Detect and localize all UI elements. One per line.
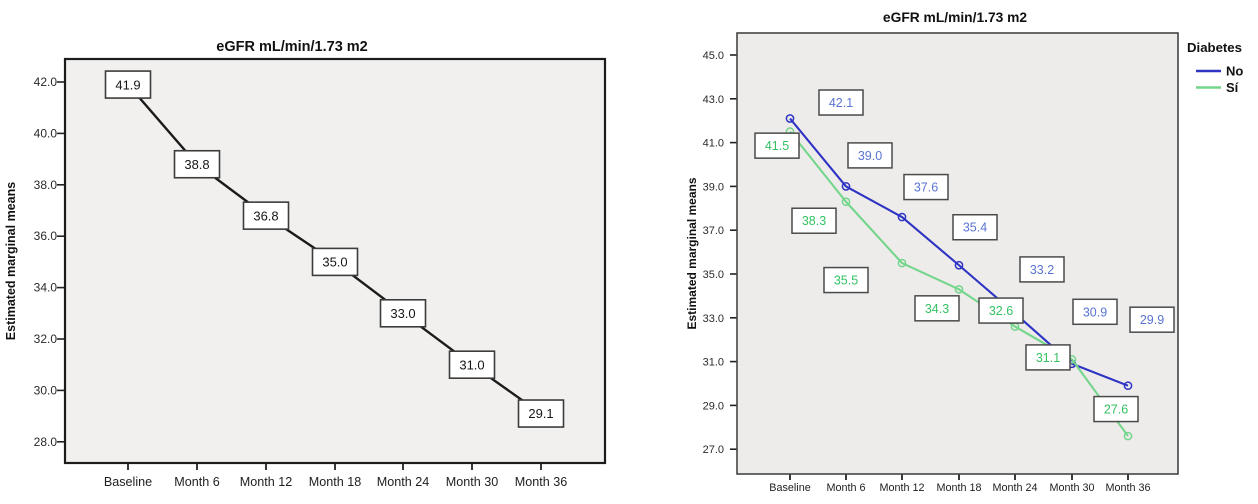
x-tick-label: Month 12 <box>240 475 293 489</box>
value-label-box <box>379 298 427 328</box>
y-tick-label: 35.0 <box>703 269 724 281</box>
data-point-marker <box>841 197 851 207</box>
value-label-box <box>791 207 837 234</box>
value-label-box <box>242 201 290 230</box>
y-tick-label: 38.0 <box>34 178 58 192</box>
data-point-marker <box>954 260 964 270</box>
value-label-box <box>823 266 869 294</box>
x-tick-label: Month 18 <box>309 475 362 489</box>
y-tick-label: 37.0 <box>703 225 724 237</box>
y-tick-label: 29.0 <box>703 400 724 412</box>
value-label: 32.6 <box>989 304 1013 318</box>
y-tick-label: 28.0 <box>34 435 58 449</box>
value-label-box <box>1072 298 1118 326</box>
value-label: 42.1 <box>829 96 853 110</box>
legend-title: Diabetes <box>1187 40 1242 55</box>
value-label-box <box>1093 395 1139 423</box>
x-tick-label: Month 36 <box>1105 482 1150 494</box>
value-label: 35.0 <box>322 255 347 270</box>
x-tick-label: Month 18 <box>936 482 981 494</box>
y-tick-label: 36.0 <box>34 229 58 243</box>
chart-title: eGFR mL/min/1.73 m2 <box>883 10 1027 25</box>
value-label: 33.0 <box>390 306 415 321</box>
value-label-box <box>978 297 1024 324</box>
data-point-marker <box>897 258 907 268</box>
value-label-box <box>104 70 152 99</box>
chart-by-diabetes: 27.0 29.0 31.0 33.0 35.0 37.0 39.0 41.0 43.0 45.0… <box>685 10 1243 494</box>
x-tick-label: Month 24 <box>992 482 1037 494</box>
plot-border <box>63 57 607 465</box>
y-tick-label: 41.0 <box>703 138 724 150</box>
value-label-box <box>1025 344 1071 371</box>
x-tick-label: Month 36 <box>515 475 568 489</box>
y-tick-label: 33.0 <box>703 313 724 325</box>
value-label-box <box>754 132 800 159</box>
x-tick-label: Month 6 <box>174 475 220 489</box>
chart-overall: 28.0 30.0 32.0 34.0 36.0 38.0 40.0 42.0 Baseline… <box>4 39 607 489</box>
y-tick-label: 27.0 <box>703 444 724 456</box>
value-label: 31.1 <box>1036 351 1060 365</box>
value-label: 38.8 <box>184 157 209 172</box>
value-label-box <box>448 350 496 380</box>
value-label: 33.2 <box>1030 263 1054 277</box>
value-label: 34.3 <box>925 302 949 316</box>
legend-entry-label: Sí <box>1226 80 1239 95</box>
y-tick-label: 32.0 <box>34 332 58 346</box>
value-label: 27.6 <box>1104 403 1128 417</box>
value-label-box <box>952 213 998 241</box>
y-tick-label: 42.0 <box>34 75 58 89</box>
value-label: 41.9 <box>115 77 140 92</box>
legend-entry-label: No <box>1226 64 1243 79</box>
plot-border <box>736 32 1179 475</box>
value-label-box <box>847 142 893 169</box>
y-axis-title: Estimated marginal means <box>4 182 18 340</box>
data-point-marker <box>954 284 964 294</box>
y-tick-label: 39.0 <box>703 181 724 193</box>
y-tick-label: 40.0 <box>34 126 58 140</box>
value-label: 29.1 <box>528 406 553 421</box>
value-label-box <box>517 399 565 428</box>
y-tick-label: 34.0 <box>34 281 58 295</box>
value-label: 29.9 <box>1140 313 1164 327</box>
value-label-box <box>1019 256 1065 283</box>
data-point-marker <box>841 182 851 191</box>
value-label: 35.5 <box>834 274 858 288</box>
value-label: 39.0 <box>858 149 882 163</box>
value-label: 36.8 <box>253 208 278 223</box>
value-label-box <box>173 149 221 179</box>
y-tick-label: 31.0 <box>703 357 724 369</box>
y-tick-label: 45.0 <box>703 50 724 62</box>
data-point-marker <box>897 212 907 222</box>
value-label-box <box>1129 306 1175 333</box>
value-label: 31.0 <box>459 357 484 372</box>
value-label: 41.5 <box>765 139 789 153</box>
series-line-1 <box>789 130 1129 437</box>
data-point-marker <box>785 114 795 123</box>
x-tick-label: Baseline <box>104 475 152 489</box>
x-tick-label: Month 30 <box>446 475 499 489</box>
value-label: 35.4 <box>963 221 987 235</box>
data-point-marker <box>1123 431 1133 441</box>
x-tick-label: Month 12 <box>879 482 924 494</box>
value-label-box <box>818 89 864 116</box>
x-tick-label: Month 30 <box>1049 482 1094 494</box>
value-label: 38.3 <box>802 214 826 228</box>
x-tick-label: Month 24 <box>377 475 430 489</box>
x-tick-label: Baseline <box>769 482 810 494</box>
x-tick-label: Month 6 <box>826 482 865 494</box>
value-label: 30.9 <box>1083 305 1107 319</box>
data-point-marker <box>1123 381 1133 391</box>
series-line-0 <box>789 117 1129 387</box>
chart-title: eGFR mL/min/1.73 m2 <box>216 39 368 55</box>
y-tick-label: 30.0 <box>34 383 58 397</box>
value-label-box <box>311 247 359 277</box>
value-label-box <box>914 295 960 322</box>
value-label-box <box>903 173 949 201</box>
value-label: 37.6 <box>914 181 938 195</box>
y-axis-title: Estimated marginal means <box>685 177 699 329</box>
y-tick-label: 43.0 <box>703 94 724 106</box>
